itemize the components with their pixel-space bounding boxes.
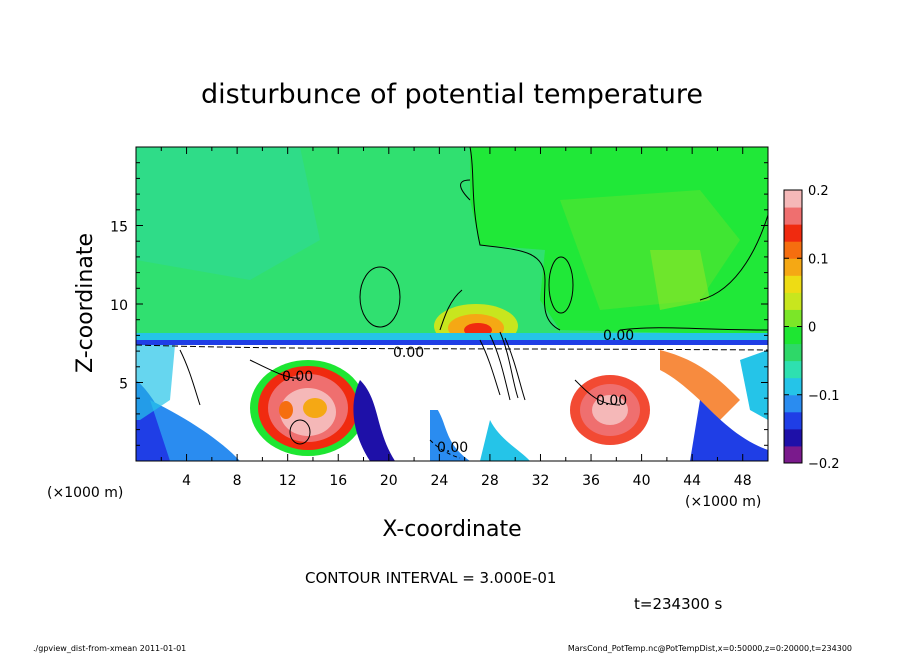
y-unit-label: (×1000 m) [685, 494, 761, 510]
x-tick-label: 28 [481, 473, 499, 489]
colorbar-swatch [784, 445, 802, 464]
contour-label: 0.00 [596, 393, 627, 409]
colorbar-swatch [784, 224, 802, 242]
x-tick-label: 48 [734, 473, 752, 489]
colorbar-swatch [784, 411, 802, 430]
colorbar-swatch [784, 394, 802, 413]
x-tick-label: 24 [430, 473, 448, 489]
colorbar-swatch [784, 258, 802, 276]
contour-label: 0.00 [603, 328, 634, 344]
x-tick-label: 12 [279, 473, 297, 489]
time-text: t=234300 s [634, 595, 722, 613]
y-tick-label: 5 [119, 377, 128, 393]
contour-label: 0.00 [393, 345, 424, 361]
x-tick-label: 36 [582, 473, 600, 489]
colorbar-swatch [784, 207, 802, 225]
colorbar [783, 189, 803, 464]
plot-title: disturbunce of potential temperature [201, 79, 703, 110]
footer-right: MarsCond_PotTemp.nc@PotTempDist,x=0:5000… [568, 644, 852, 653]
colorbar-tick-label: 0 [808, 321, 816, 336]
colorbar-swatch [784, 428, 802, 447]
heatmap-field [136, 147, 768, 461]
colorbar-swatch [784, 241, 802, 259]
x-axis-ticks: 4 8 12 16 20 24 28 32 36 40 44 48 [160, 147, 752, 489]
x-tick-label: 40 [633, 473, 651, 489]
x-tick-label: 16 [329, 473, 347, 489]
colorbar-ticks: 0.2 0.1 0 −0.1 −0.2 [784, 184, 840, 472]
colorbar-tick-label: −0.2 [808, 457, 840, 472]
colorbar-swatch [784, 190, 802, 208]
colorbar-swatch [784, 309, 802, 327]
footer-left: ./gpview_dist-from-xmean 2011-01-01 [33, 644, 186, 653]
colorbar-swatch [784, 360, 802, 379]
x-axis-label: X-coordinate [382, 517, 521, 542]
colorbar-swatch [784, 326, 802, 345]
x-tick-label: 8 [233, 473, 242, 489]
colorbar-swatch [784, 377, 802, 396]
y-tick-label: 15 [110, 220, 128, 236]
y-axis-ticks: 5 10 15 [110, 162, 768, 446]
colorbar-tick-label: 0.2 [808, 184, 829, 199]
colorbar-swatch [784, 292, 802, 310]
x-tick-label: 32 [532, 473, 550, 489]
x-tick-label: 44 [683, 473, 701, 489]
x-tick-label: 20 [380, 473, 398, 489]
contour-label: 0.00 [437, 440, 468, 456]
colorbar-swatch [784, 275, 802, 293]
x-tick-label: 4 [182, 473, 191, 489]
colorbar-swatch [784, 343, 802, 362]
y-axis-label: Z-coordinate [73, 233, 98, 373]
contour-interval-text: CONTOUR INTERVAL = 3.000E-01 [305, 569, 556, 587]
y-tick-label: 10 [110, 298, 128, 314]
colorbar-tick-label: 0.1 [808, 252, 829, 267]
contour-labels: 0.00 0.00 0.00 0.00 0.00 [282, 328, 634, 456]
colorbar-tick-label: −0.1 [808, 389, 840, 404]
x-unit-label: (×1000 m) [47, 485, 123, 501]
contour-label: 0.00 [282, 369, 313, 385]
